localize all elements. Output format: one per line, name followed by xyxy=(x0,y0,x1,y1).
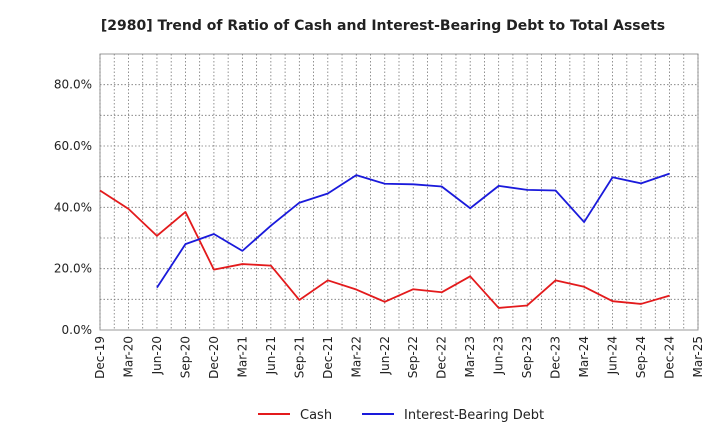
x-tick-label: Sep-21 xyxy=(292,336,306,378)
x-tick-label: Sep-22 xyxy=(406,336,420,378)
x-tick-label: Dec-22 xyxy=(435,336,449,379)
x-tick-label: Dec-24 xyxy=(663,336,677,379)
x-tick-label: Sep-20 xyxy=(178,336,192,378)
legend-label: Interest-Bearing Debt xyxy=(404,408,544,423)
x-tick-label: Jun-21 xyxy=(264,336,278,375)
x-tick-label: Mar-20 xyxy=(121,336,135,377)
x-tick-label: Sep-23 xyxy=(520,336,534,378)
y-tick-label: 40.0% xyxy=(54,200,92,214)
y-tick-label: 80.0% xyxy=(54,78,92,92)
series-line-cash xyxy=(99,189,670,309)
series-lines xyxy=(99,172,670,309)
x-tick-label: Mar-22 xyxy=(349,336,363,377)
x-tick-label: Sep-24 xyxy=(634,336,648,378)
y-axis-ticks: 0.0% 20.0% 40.0% 60.0% 80.0% xyxy=(54,78,92,337)
x-tick-label: Dec-21 xyxy=(321,336,335,379)
legend: Cash Interest-Bearing Debt xyxy=(258,408,544,423)
series-line-interest-bearing-debt xyxy=(156,172,670,289)
x-tick-label: Mar-24 xyxy=(577,336,591,377)
x-tick-label: Dec-20 xyxy=(207,336,221,379)
x-tick-label: Mar-23 xyxy=(463,336,477,377)
x-tick-label: Jun-20 xyxy=(150,336,164,375)
grid xyxy=(99,54,699,330)
x-tick-label: Jun-24 xyxy=(606,336,620,375)
x-tick-label: Jun-23 xyxy=(492,336,506,375)
chart-title: [2980] Trend of Ratio of Cash and Intere… xyxy=(101,18,665,34)
x-tick-label: Dec-19 xyxy=(93,336,107,379)
x-axis-ticks: Dec-19 Mar-20 Jun-20 Sep-20 Dec-20 Mar-21 Jun-… xyxy=(93,336,705,379)
x-tick-label: Mar-21 xyxy=(235,336,249,377)
y-tick-label: 20.0% xyxy=(54,262,92,276)
x-tick-label: Dec-23 xyxy=(549,336,563,379)
x-tick-label: Mar-25 xyxy=(691,336,705,377)
y-tick-label: 0.0% xyxy=(62,323,93,337)
y-tick-label: 60.0% xyxy=(54,139,92,153)
legend-label: Cash xyxy=(300,408,332,423)
x-tick-label: Jun-22 xyxy=(378,336,392,375)
